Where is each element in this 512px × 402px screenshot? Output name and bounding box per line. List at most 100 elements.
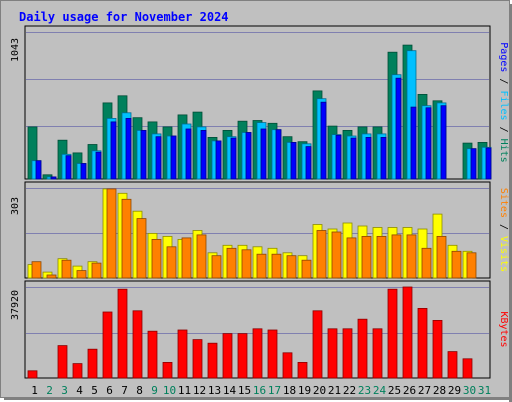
x-tick-label-day-24: 24 — [373, 384, 387, 397]
bar-kbytes-kbytes-day-29 — [447, 351, 458, 379]
bar-pages_files_hits-pages-day-7 — [125, 118, 132, 180]
x-tick-label-day-29: 29 — [448, 384, 461, 397]
bar-pages_files_hits-pages-day-17 — [275, 129, 282, 180]
series-label-part-hits: Hits — [498, 139, 509, 163]
bar-visits_sites-sites-day-19 — [301, 259, 312, 279]
bar-visits_sites-sites-day-17 — [271, 253, 282, 279]
x-tick-label-day-12: 12 — [193, 384, 206, 397]
x-tick-label-day-9: 9 — [151, 384, 158, 397]
x-tick-label-day-6: 6 — [106, 384, 113, 397]
bar-visits_sites-sites-day-24 — [376, 235, 387, 279]
series-label-part-kbytes: KBytes — [498, 311, 509, 347]
bar-pages_files_hits-pages-day-22 — [350, 137, 357, 180]
bar-pages_files_hits-pages-day-4 — [80, 163, 87, 180]
bar-pages_files_hits-pages-day-11 — [185, 128, 192, 180]
bar-pages_files_hits-pages-day-26 — [410, 106, 417, 180]
bar-visits_sites-sites-day-8 — [136, 218, 147, 279]
bar-pages_files_hits-pages-day-5 — [95, 151, 102, 180]
series-label-kbytes: KBytes — [498, 311, 509, 347]
bar-kbytes-kbytes-day-13 — [207, 342, 218, 379]
bar-kbytes-kbytes-day-7 — [117, 288, 128, 379]
bar-pages_files_hits-pages-day-12 — [200, 129, 207, 180]
x-tick-label-day-10: 10 — [163, 384, 176, 397]
bar-visits_sites-sites-day-28 — [436, 235, 447, 279]
bar-kbytes-kbytes-day-1 — [27, 370, 38, 379]
bar-pages_files_hits-pages-day-6 — [110, 121, 117, 180]
x-tick-label-day-27: 27 — [418, 384, 431, 397]
bar-kbytes-kbytes-day-27 — [417, 307, 428, 379]
bar-kbytes-kbytes-day-30 — [462, 358, 473, 379]
bar-pages_files_hits-pages-day-18 — [290, 141, 297, 180]
x-tick-label-day-23: 23 — [358, 384, 371, 397]
bar-visits_sites-sites-day-5 — [91, 262, 102, 279]
x-tick-label-day-31: 31 — [478, 384, 491, 397]
bar-visits_sites-sites-day-27 — [421, 247, 432, 279]
bar-kbytes-kbytes-day-10 — [162, 361, 173, 379]
x-tick-label-day-8: 8 — [136, 384, 143, 397]
bar-pages_files_hits-pages-day-30 — [470, 148, 477, 180]
x-tick-label-day-26: 26 — [403, 384, 416, 397]
bar-visits_sites-sites-day-29 — [451, 250, 462, 279]
x-tick-label-day-2: 2 — [46, 384, 53, 397]
x-tick-label-day-19: 19 — [298, 384, 311, 397]
x-tick-label-day-30: 30 — [463, 384, 476, 397]
bar-pages_files_hits-pages-day-14 — [230, 137, 237, 180]
bar-kbytes-kbytes-day-21 — [327, 328, 338, 379]
bar-visits_sites-sites-day-23 — [361, 235, 372, 279]
bar-visits_sites-sites-day-7 — [121, 198, 132, 279]
bar-kbytes-kbytes-day-17 — [267, 329, 278, 379]
bar-pages_files_hits-pages-day-16 — [260, 128, 267, 180]
x-tick-label-day-17: 17 — [268, 384, 281, 397]
bar-kbytes-kbytes-day-3 — [57, 345, 68, 379]
bar-pages_files_hits-pages-day-31 — [485, 147, 492, 180]
bar-pages_files_hits-pages-day-25 — [395, 77, 402, 180]
bar-visits_sites-sites-day-26 — [406, 234, 417, 279]
bar-kbytes-kbytes-day-11 — [177, 329, 188, 379]
series-label-pages_files_hits: Pages / Files / Hits — [498, 42, 509, 162]
bar-visits_sites-sites-day-13 — [211, 255, 222, 279]
x-tick-label-day-3: 3 — [61, 384, 68, 397]
bar-kbytes-kbytes-day-18 — [282, 352, 293, 379]
bar-pages_files_hits-pages-day-19 — [305, 146, 312, 180]
x-tick-label-day-21: 21 — [328, 384, 341, 397]
bar-visits_sites-sites-day-2 — [46, 274, 57, 279]
bar-kbytes-kbytes-day-14 — [222, 333, 233, 379]
ymax-label-pages_files_hits: 1043 — [10, 38, 21, 62]
bar-visits_sites-sites-day-4 — [76, 270, 87, 279]
bar-pages_files_hits-pages-day-24 — [380, 136, 387, 180]
bar-kbytes-kbytes-day-19 — [297, 361, 308, 379]
bar-visits_sites-sites-day-15 — [241, 249, 252, 279]
bar-kbytes-kbytes-day-6 — [102, 311, 113, 379]
x-tick-label-day-13: 13 — [208, 384, 221, 397]
bar-visits_sites-sites-day-3 — [61, 259, 72, 279]
ymax-label-kbytes: 37920 — [10, 290, 21, 320]
bar-kbytes-kbytes-day-28 — [432, 319, 443, 379]
bar-pages_files_hits-pages-day-2 — [50, 176, 57, 180]
bar-pages_files_hits-pages-day-1 — [35, 160, 42, 180]
bar-pages_files_hits-pages-day-23 — [365, 136, 372, 180]
bar-visits_sites-sites-day-1 — [31, 261, 42, 279]
bar-pages_files_hits-pages-day-21 — [335, 134, 342, 180]
x-tick-label-day-16: 16 — [253, 384, 266, 397]
bar-visits_sites-sites-day-14 — [226, 247, 237, 279]
bar-visits_sites-sites-day-11 — [181, 237, 192, 279]
bar-visits_sites-sites-day-21 — [331, 231, 342, 279]
x-tick-label-day-15: 15 — [238, 384, 251, 397]
x-tick-label-day-20: 20 — [313, 384, 326, 397]
bar-visits_sites-sites-day-22 — [346, 237, 357, 279]
bar-visits_sites-sites-day-30 — [466, 252, 477, 279]
bar-kbytes-kbytes-day-9 — [147, 330, 158, 379]
bar-kbytes-kbytes-day-23 — [357, 318, 368, 379]
bar-kbytes-kbytes-day-25 — [387, 288, 398, 379]
x-tick-label-day-25: 25 — [388, 384, 401, 397]
bar-visits_sites-sites-day-25 — [391, 234, 402, 279]
bar-kbytes-kbytes-day-16 — [252, 328, 263, 379]
x-tick-label-day-7: 7 — [121, 384, 128, 397]
bar-kbytes-kbytes-day-20 — [312, 310, 323, 379]
x-tick-label-day-5: 5 — [91, 384, 98, 397]
bar-pages_files_hits-pages-day-20 — [320, 101, 327, 180]
x-tick-label-day-11: 11 — [178, 384, 191, 397]
bar-kbytes-kbytes-day-26 — [402, 286, 413, 379]
